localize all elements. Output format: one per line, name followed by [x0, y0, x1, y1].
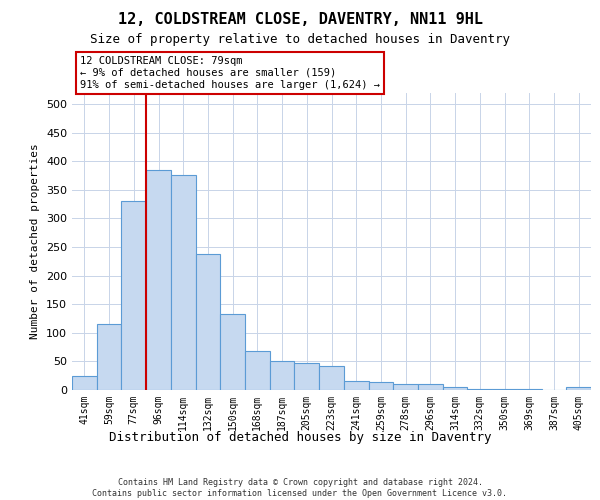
Bar [220, 314, 245, 390]
Bar [295, 362, 319, 390]
Bar [443, 387, 467, 390]
Bar [72, 376, 97, 390]
Bar [245, 351, 270, 390]
Bar [196, 254, 220, 390]
Bar [121, 201, 146, 390]
Text: Size of property relative to detached houses in Daventry: Size of property relative to detached ho… [90, 32, 510, 46]
Bar [467, 389, 492, 390]
Text: Distribution of detached houses by size in Daventry: Distribution of detached houses by size … [109, 431, 491, 444]
Bar [566, 386, 591, 390]
Bar [418, 384, 443, 390]
Text: Contains HM Land Registry data © Crown copyright and database right 2024.
Contai: Contains HM Land Registry data © Crown c… [92, 478, 508, 498]
Bar [171, 176, 196, 390]
Text: 12, COLDSTREAM CLOSE, DAVENTRY, NN11 9HL: 12, COLDSTREAM CLOSE, DAVENTRY, NN11 9HL [118, 12, 482, 28]
Bar [97, 324, 121, 390]
Text: 12 COLDSTREAM CLOSE: 79sqm
← 9% of detached houses are smaller (159)
91% of semi: 12 COLDSTREAM CLOSE: 79sqm ← 9% of detac… [80, 56, 380, 90]
Y-axis label: Number of detached properties: Number of detached properties [31, 144, 40, 339]
Bar [368, 382, 393, 390]
Bar [319, 366, 344, 390]
Bar [270, 362, 295, 390]
Bar [146, 170, 171, 390]
Bar [344, 382, 368, 390]
Bar [393, 384, 418, 390]
